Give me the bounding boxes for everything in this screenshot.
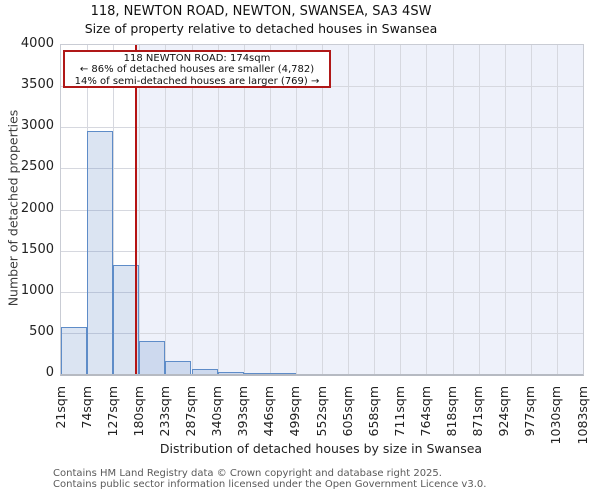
x-tick-label: 1083sqm: [574, 386, 590, 445]
histogram-bar: [139, 341, 166, 374]
histogram-bar: [269, 373, 296, 374]
y-tick-label: 1500: [20, 241, 54, 257]
x-tick-label: 658sqm: [365, 386, 381, 437]
x-tick-label: 1030sqm: [548, 386, 564, 445]
x-tick-label: 287sqm: [183, 386, 198, 437]
x-tick-label: 74sqm: [78, 386, 94, 429]
histogram-bar: [113, 265, 140, 374]
horizontal-gridline: [61, 250, 583, 252]
chart-title: 118, NEWTON ROAD, NEWTON, SWANSEA, SA3 4…: [90, 4, 432, 19]
x-tick-label: 499sqm: [287, 386, 303, 437]
x-tick-label: 233sqm: [156, 386, 172, 437]
x-tick-label: 871sqm: [470, 386, 486, 437]
x-tick-label: 711sqm: [391, 386, 407, 437]
plot-area: [60, 44, 584, 376]
y-tick-label: 0: [45, 365, 54, 380]
y-tick-label: 500: [29, 323, 54, 339]
horizontal-gridline: [61, 332, 583, 334]
x-tick-label: 340sqm: [209, 386, 225, 437]
x-tick-label: 977sqm: [522, 386, 538, 437]
annotation-line-3: 14% of semi-detached houses are larger (…: [74, 75, 320, 87]
x-tick-label: 127sqm: [104, 386, 120, 437]
horizontal-gridline: [61, 209, 583, 211]
x-tick-label: 605sqm: [339, 386, 355, 437]
annotation-line-1: 118 NEWTON ROAD: 174sqm: [123, 53, 271, 64]
annotation-box: 118 NEWTON ROAD: 174sqm ← 86% of detache…: [63, 50, 331, 88]
horizontal-gridline: [61, 168, 583, 170]
chart-subtitle: Size of property relative to detached ho…: [84, 21, 438, 36]
x-tick-label: 180sqm: [130, 386, 146, 437]
horizontal-gridline: [61, 291, 583, 293]
histogram-bar: [165, 361, 192, 374]
horizontal-gridline: [61, 127, 583, 129]
x-tick-label: 393sqm: [235, 386, 251, 437]
footer-line-1: Contains HM Land Registry data © Crown c…: [53, 468, 442, 479]
histogram-bar: [243, 372, 270, 374]
y-tick-label: 3000: [20, 118, 54, 134]
property-size-marker-line: [135, 45, 138, 374]
y-tick-label: 2500: [20, 159, 54, 175]
x-tick-label: 21sqm: [52, 386, 68, 429]
x-tick-label: 924sqm: [496, 386, 512, 437]
histogram-bar: [87, 131, 114, 374]
x-axis-title: Distribution of detached houses by size …: [159, 441, 483, 456]
histogram-bar: [217, 371, 244, 374]
x-tick-label: 552sqm: [313, 386, 329, 437]
annotation-line-2: ← 86% of detached houses are smaller (4,…: [79, 64, 315, 76]
y-tick-label: 2000: [20, 200, 54, 216]
histogram-bar: [191, 369, 218, 374]
histogram-bar: [61, 327, 88, 374]
y-tick-label: 3500: [20, 77, 54, 93]
x-tick-label: 818sqm: [444, 386, 459, 437]
x-tick-label: 446sqm: [261, 386, 277, 437]
y-tick-label: 1000: [20, 282, 54, 298]
y-tick-label: 4000: [20, 36, 54, 51]
x-tick-label: 764sqm: [417, 386, 433, 437]
footer-line-2: Contains public sector information licen…: [53, 479, 487, 490]
